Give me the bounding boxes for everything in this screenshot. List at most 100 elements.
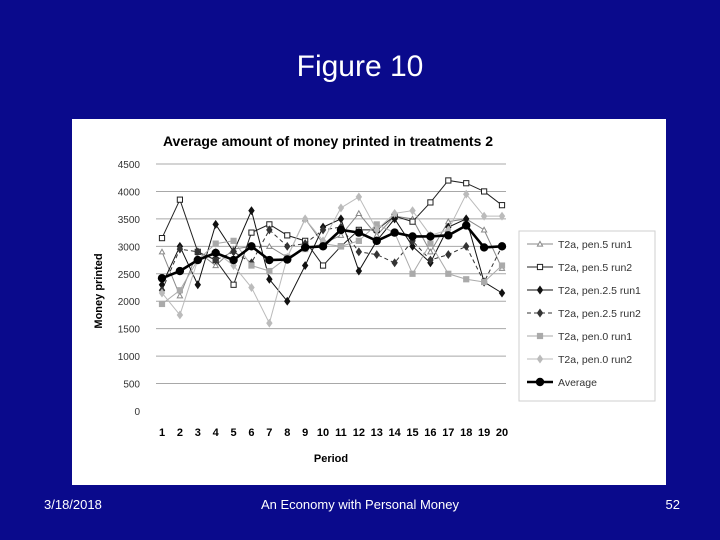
data-point bbox=[230, 247, 237, 257]
x-tick-label: 16 bbox=[424, 427, 436, 439]
data-point bbox=[462, 189, 470, 199]
data-point bbox=[536, 332, 544, 340]
data-point bbox=[194, 280, 202, 290]
x-tick-label: 17 bbox=[442, 427, 454, 439]
data-point bbox=[497, 242, 507, 251]
data-point bbox=[248, 206, 255, 216]
data-point bbox=[462, 241, 470, 251]
data-point bbox=[426, 232, 435, 241]
data-point bbox=[158, 248, 166, 255]
data-point bbox=[481, 188, 488, 195]
data-point bbox=[193, 255, 202, 265]
x-tick-label: 8 bbox=[284, 427, 290, 439]
data-point bbox=[319, 225, 327, 235]
x-tick-label: 10 bbox=[317, 427, 329, 439]
data-point bbox=[248, 262, 255, 269]
x-axis-label: Period bbox=[314, 453, 348, 465]
data-point bbox=[536, 263, 544, 271]
data-point bbox=[284, 232, 291, 239]
y-tick-label: 1500 bbox=[118, 325, 141, 336]
data-point bbox=[355, 266, 363, 276]
x-tick-label: 12 bbox=[353, 427, 365, 439]
legend-item: T2a, pen.0 run2 bbox=[527, 354, 632, 366]
y-tick-label: 1000 bbox=[118, 352, 141, 363]
series-layer bbox=[157, 177, 507, 328]
y-tick-label: 2500 bbox=[118, 270, 141, 281]
data-point bbox=[390, 228, 399, 237]
data-point bbox=[463, 276, 470, 283]
series-average bbox=[157, 221, 507, 283]
data-point bbox=[480, 226, 488, 233]
line-chart: Average amount of money printed in treat… bbox=[93, 133, 656, 465]
data-point bbox=[463, 180, 470, 187]
data-point bbox=[355, 247, 363, 257]
x-tick-label: 11 bbox=[335, 427, 347, 439]
data-point bbox=[445, 250, 452, 260]
legend-label: T2a, pen.5 run1 bbox=[558, 239, 632, 251]
x-tick-label: 5 bbox=[231, 427, 237, 439]
data-point bbox=[481, 278, 488, 286]
x-tick-label: 2 bbox=[177, 427, 183, 439]
y-tick-labels: 0 500 1000 1500 2000 2500 3000 3500 4000 4500 bbox=[118, 160, 141, 418]
legend-label: T2a, pen.0 run1 bbox=[558, 331, 632, 343]
data-point bbox=[176, 292, 184, 299]
series-line bbox=[161, 226, 503, 291]
data-point bbox=[409, 206, 416, 216]
data-point bbox=[265, 242, 273, 249]
series-line bbox=[161, 179, 503, 286]
y-tick-label: 3000 bbox=[118, 242, 141, 253]
data-point bbox=[337, 214, 345, 224]
data-point bbox=[176, 244, 184, 254]
data-point bbox=[230, 281, 237, 288]
legend-label: Average bbox=[558, 377, 597, 389]
data-point bbox=[301, 214, 309, 224]
data-point bbox=[355, 209, 363, 216]
x-tick-label: 15 bbox=[406, 427, 418, 439]
data-point bbox=[266, 274, 273, 284]
legend-item: T2a, pen.5 run2 bbox=[527, 262, 632, 274]
legend-item: T2a, pen.0 run1 bbox=[527, 331, 632, 343]
data-point bbox=[194, 247, 202, 257]
x-tick-label: 6 bbox=[248, 427, 254, 439]
data-point bbox=[355, 192, 363, 202]
grid-lines bbox=[156, 163, 506, 385]
data-point bbox=[175, 266, 185, 276]
legend-item: T2a, pen.2.5 run1 bbox=[527, 285, 641, 297]
data-point bbox=[391, 214, 398, 224]
data-point bbox=[212, 261, 220, 269]
x-tick-label: 13 bbox=[371, 427, 383, 439]
data-point bbox=[300, 243, 310, 252]
data-point bbox=[229, 255, 238, 265]
legend-item: T2a, pen.2.5 run2 bbox=[527, 308, 641, 320]
series-t2a-pen-0-run1 bbox=[158, 221, 506, 308]
legend-label: T2a, pen.2.5 run1 bbox=[558, 285, 641, 297]
data-point bbox=[212, 240, 219, 247]
slide-title: Figure 10 bbox=[296, 50, 424, 83]
x-tick-label: 9 bbox=[302, 427, 308, 439]
data-point bbox=[391, 208, 398, 218]
data-point bbox=[176, 310, 184, 320]
data-point bbox=[354, 228, 364, 237]
y-tick-label: 2000 bbox=[118, 297, 141, 308]
data-point bbox=[284, 241, 291, 251]
data-point bbox=[266, 267, 273, 275]
legend-label: T2a, pen.5 run2 bbox=[558, 262, 632, 274]
data-point bbox=[427, 240, 434, 247]
data-point bbox=[266, 318, 273, 328]
x-tick-label: 18 bbox=[460, 427, 472, 439]
x-tick-labels: 1 2 3 4 5 6 7 8 9 10 11 12 13 14 15 16 17 18 19 20 bbox=[159, 427, 508, 439]
data-point bbox=[479, 243, 489, 252]
data-point bbox=[498, 202, 506, 209]
data-point bbox=[409, 218, 416, 225]
data-point bbox=[409, 241, 416, 251]
data-point bbox=[535, 377, 545, 387]
data-point bbox=[462, 221, 471, 230]
data-point bbox=[536, 354, 544, 364]
legend-label: T2a, pen.2.5 run2 bbox=[558, 308, 641, 320]
x-tick-label: 14 bbox=[389, 427, 402, 439]
data-point bbox=[426, 248, 434, 255]
y-axis-label: Money printed bbox=[93, 253, 105, 328]
data-point bbox=[157, 273, 167, 283]
footer-date: 3/18/2018 bbox=[44, 497, 102, 512]
chart-panel: Average amount of money printed in treat… bbox=[72, 119, 666, 485]
